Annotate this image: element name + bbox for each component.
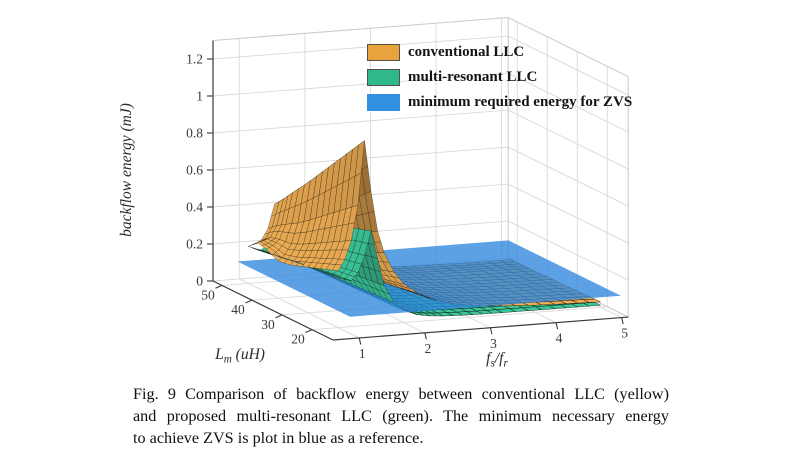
y-tick-label: 40 <box>231 302 245 317</box>
z-tick-label: 0.6 <box>186 163 203 178</box>
axis-tick-labels: 0 0.2 0.4 0.6 0.8 1 1.2 1 2 3 4 5 50 40 30 20 <box>186 52 628 361</box>
z-tick-label: 1 <box>196 89 203 104</box>
y-tick-label: 30 <box>261 317 275 332</box>
z-tick-label: 0.8 <box>186 126 203 141</box>
legend-swatch-conventional-llc <box>367 44 400 61</box>
legend-item-conventional-llc: conventional LLC <box>367 44 632 61</box>
caption-line-1: Fig. 9 Comparison of backflow energy bet… <box>133 385 669 403</box>
y-tick-label: 50 <box>201 287 215 302</box>
legend-label-conventional-llc: conventional LLC <box>408 44 525 60</box>
caption-line-2: and proposed multi-resonant LLC (green).… <box>133 407 669 425</box>
legend-item-multi-resonant-llc: multi-resonant LLC <box>367 69 632 86</box>
x-axis-label: fs/fr <box>486 350 508 370</box>
axis-titles: fs/fr Lm (uH) backflow energy (mJ) <box>118 103 508 369</box>
x-tick-label: 1 <box>359 346 366 361</box>
z-tick-label: 0 <box>196 274 203 289</box>
figure-caption: Fig. 9 Comparison of backflow energy bet… <box>133 383 669 449</box>
z-tick-label: 0.4 <box>186 200 203 215</box>
legend-item-zvs-minimum: minimum required energy for ZVS <box>367 94 632 111</box>
z-tick-label: 0.2 <box>186 237 203 252</box>
surface-mesh <box>248 140 437 303</box>
x-tick-label: 2 <box>424 341 431 356</box>
x-tick-label: 4 <box>556 331 563 346</box>
z-axis-label: backflow energy (mJ) <box>118 103 135 237</box>
plot-legend: conventional LLC multi-resonant LLC mini… <box>367 44 632 111</box>
y-axis-label: Lm (uH) <box>214 346 265 366</box>
legend-label-zvs-minimum: minimum required energy for ZVS <box>408 94 633 110</box>
caption-line-3: to achieve ZVS is plot in blue as a refe… <box>133 429 424 447</box>
y-tick-label: 20 <box>291 332 305 347</box>
plot-axes <box>207 40 629 345</box>
legend-swatch-zvs-minimum <box>367 94 400 111</box>
x-tick-label: 3 <box>490 336 497 351</box>
legend-label-multi-resonant-llc: multi-resonant LLC <box>408 69 538 85</box>
z-tick-label: 1.2 <box>186 52 203 67</box>
plot-box-grid <box>212 17 629 339</box>
x-tick-label: 5 <box>621 326 628 341</box>
legend-swatch-multi-resonant-llc <box>367 69 400 86</box>
